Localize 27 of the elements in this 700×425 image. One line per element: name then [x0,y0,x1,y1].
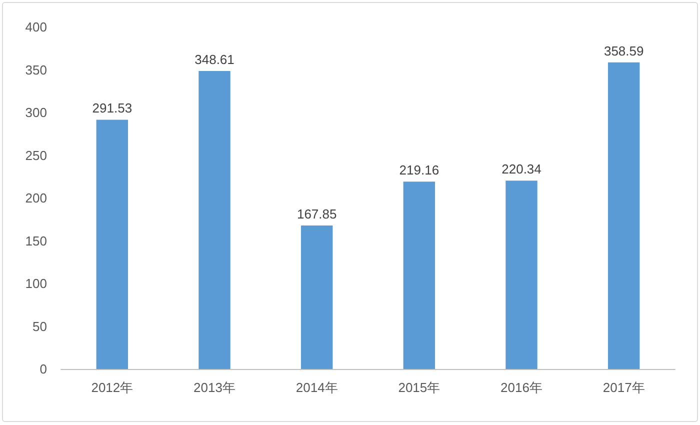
x-tick-label: 2017年 [602,380,645,395]
bar [608,62,640,369]
bar [96,120,128,369]
y-tick-label: 300 [25,105,47,120]
bar [403,182,436,369]
y-tick-label: 250 [25,148,47,163]
data-label: 348.61 [194,52,234,67]
bar [506,180,538,369]
data-label: 220.34 [502,162,542,177]
y-tick-label: 350 [25,62,47,78]
y-tick-label: 0 [40,362,47,376]
bar [198,70,230,369]
y-tick-label: 150 [25,233,47,248]
x-tick-label: 2012年 [91,380,134,395]
data-label: 167.85 [296,206,337,222]
y-tick-label: 200 [25,190,47,206]
x-tick-label: 2013年 [194,380,236,395]
data-label: 219.16 [399,162,440,178]
x-tick-label: 2015年 [398,380,440,395]
y-tick-label: 100 [25,276,47,291]
x-tick-label: 2014年 [296,380,338,395]
x-tick-label: 2016年 [500,380,542,395]
y-tick-label: 400 [25,20,47,34]
y-tick-label: 50 [32,318,47,334]
bar [300,225,333,369]
data-label: 358.59 [604,43,644,58]
data-label: 291.53 [92,100,132,116]
